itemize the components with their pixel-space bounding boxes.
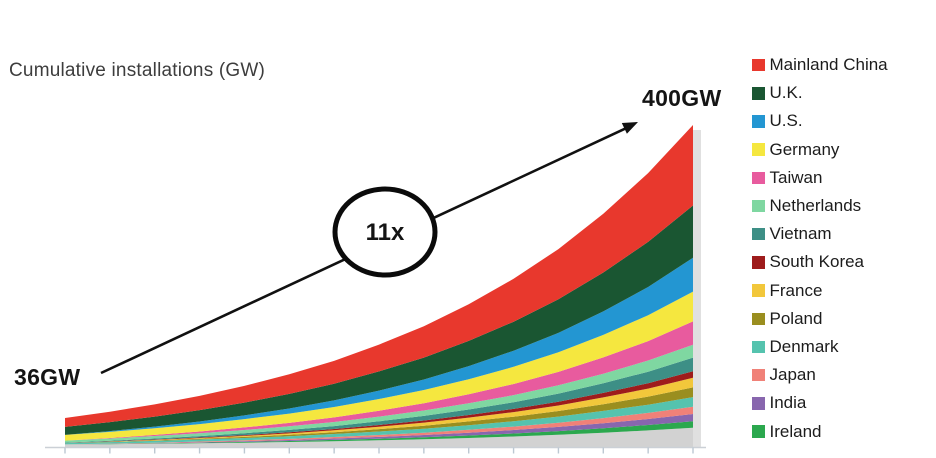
legend-swatch: [752, 340, 765, 354]
legend-swatch: [752, 425, 765, 438]
area-band-japan: [65, 406, 693, 445]
legend-item-germany: Germany: [752, 136, 888, 164]
multiplier-badge: 11x: [332, 186, 438, 278]
area-band-ireland: [65, 421, 693, 445]
legend-item-netherlands: Netherlands: [752, 192, 888, 220]
x-axis-ticks: [64, 447, 694, 454]
legend-label: Taiwan: [769, 167, 823, 187]
legend-item-u-s: U.S.: [752, 107, 888, 135]
legend-swatch: [752, 397, 765, 410]
legend-swatch: [752, 199, 765, 213]
legend-item-south-korea: South Korea: [752, 248, 888, 276]
legend-item-vietnam: Vietnam: [752, 220, 888, 248]
legend-item-taiwan: Taiwan: [752, 164, 888, 192]
legend-label: Japan: [769, 365, 816, 385]
legend-swatch: [752, 284, 765, 297]
legend-swatch: [752, 115, 765, 128]
legend: Mainland China U.K. U.S. Germany Taiwan Nethe…: [752, 51, 888, 446]
area-band-u-s: [65, 257, 693, 435]
legend-label: Poland: [769, 308, 823, 328]
legend-label: Germany: [769, 139, 840, 159]
area-band-denmark: [65, 397, 693, 445]
legend-swatch: [752, 143, 765, 156]
chart-title: Cumulative installations (GW): [9, 60, 266, 81]
legend-item-poland: Poland: [752, 305, 888, 333]
legend-swatch: [752, 312, 765, 326]
multiplier-circle: [332, 186, 438, 278]
legend-label: India: [769, 393, 807, 413]
area-band-u-k: [65, 205, 693, 435]
multiplier-label: 11x: [366, 219, 405, 246]
end-value-label: 400GW: [642, 85, 722, 111]
legend-item-u-k: U.K.: [752, 79, 888, 107]
legend-item-japan: Japan: [752, 361, 888, 389]
legend-label: Mainland China: [769, 55, 888, 75]
legend-label: U.K.: [769, 83, 803, 103]
legend-label: France: [769, 280, 823, 300]
legend-item-ireland: Ireland: [752, 417, 888, 445]
legend-swatch: [752, 227, 765, 241]
legend-item-mainland-china: Mainland China: [752, 51, 888, 79]
legend-item-denmark: Denmark: [752, 333, 888, 361]
start-value-label: 36GW: [14, 364, 81, 390]
legend-swatch: [752, 256, 765, 269]
area-band-india: [65, 414, 693, 445]
legend-label: South Korea: [769, 252, 865, 272]
legend-swatch: [752, 58, 765, 72]
area-bands: [65, 125, 693, 447]
legend-item-france: France: [752, 277, 888, 305]
legend-label: U.S.: [769, 111, 803, 131]
legend-label: Ireland: [769, 421, 822, 441]
area-band-poland: [65, 387, 693, 444]
area-band-taiwan: [65, 321, 693, 441]
legend-label: Netherlands: [769, 196, 862, 216]
legend-swatch: [752, 368, 765, 382]
area-band-germany: [65, 291, 693, 441]
legend-item-india: India: [752, 389, 888, 417]
stack-shadow: [693, 130, 701, 447]
growth-arrow-head: [621, 122, 638, 134]
legend-label: Denmark: [769, 336, 839, 356]
legend-swatch: [752, 87, 765, 100]
legend-swatch: [752, 171, 765, 185]
area-band-other-unlabeled-gray-band: [65, 427, 693, 447]
area-band-mainland-china: [65, 125, 693, 427]
legend-label: Vietnam: [769, 224, 832, 244]
